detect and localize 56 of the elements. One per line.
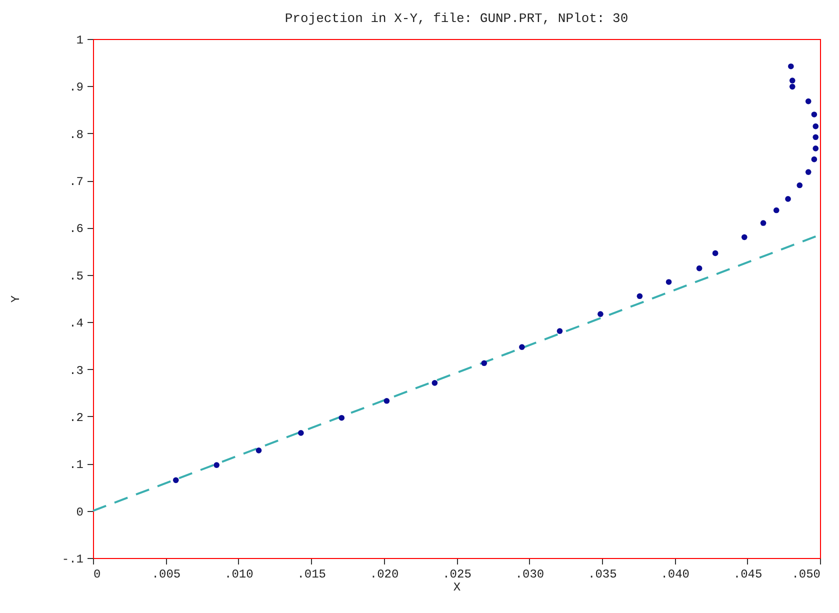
point — [811, 112, 818, 118]
point — [666, 279, 672, 285]
point — [789, 84, 796, 90]
x-tick-label: .035 — [588, 568, 617, 582]
chart-title: Projection in X-Y, file: GUNP.PRT, NPlot: 30 — [284, 11, 628, 26]
y-tick-label: -.1 — [62, 552, 84, 566]
point — [556, 328, 563, 334]
point — [741, 234, 748, 240]
y-tick-label: .9 — [69, 80, 84, 95]
y-axis-title: Y — [8, 295, 23, 303]
y-tick-label: .4 — [69, 316, 84, 331]
point — [256, 448, 262, 454]
point — [773, 207, 780, 214]
y-tick-label: .2 — [69, 410, 84, 425]
x-axis-title: X — [453, 580, 461, 594]
x-tick-label: .020 — [370, 568, 399, 582]
point — [696, 265, 702, 272]
x-tick-label: .030 — [515, 568, 544, 582]
point — [785, 196, 791, 202]
point — [636, 293, 643, 300]
point — [796, 182, 803, 188]
y-tick-label: .6 — [69, 222, 84, 236]
point — [805, 169, 812, 175]
point — [712, 250, 718, 256]
x-tick-label: .005 — [152, 568, 181, 582]
x-tick-label: .015 — [297, 568, 326, 582]
point — [812, 146, 819, 152]
point — [805, 98, 812, 104]
x-tick-label: .010 — [224, 568, 254, 582]
point — [214, 462, 220, 468]
point — [481, 360, 488, 366]
y-tick-label: .7 — [69, 175, 84, 190]
y-tick-label: .1 — [69, 458, 84, 472]
point — [811, 156, 818, 162]
y-tick-label: 0 — [76, 505, 84, 520]
point — [812, 134, 819, 140]
y-tick-label: .5 — [69, 269, 84, 284]
y-tick-label: .3 — [69, 364, 84, 378]
point — [298, 430, 304, 436]
point — [812, 123, 819, 130]
point — [172, 477, 179, 484]
point — [432, 380, 438, 386]
x-tick-label: 0 — [94, 568, 101, 582]
point — [519, 344, 525, 350]
point — [760, 220, 766, 226]
point — [338, 414, 345, 421]
x-tick-label: .040 — [660, 568, 690, 582]
point — [384, 398, 390, 404]
point — [598, 311, 604, 317]
point — [789, 78, 796, 84]
y-tick-label: 1 — [76, 34, 84, 48]
point — [788, 63, 794, 70]
x-tick-label: .025 — [442, 568, 472, 582]
x-tick-label: .050 — [792, 568, 820, 582]
y-tick-label: .8 — [69, 128, 84, 142]
x-tick-label: .045 — [733, 568, 762, 582]
